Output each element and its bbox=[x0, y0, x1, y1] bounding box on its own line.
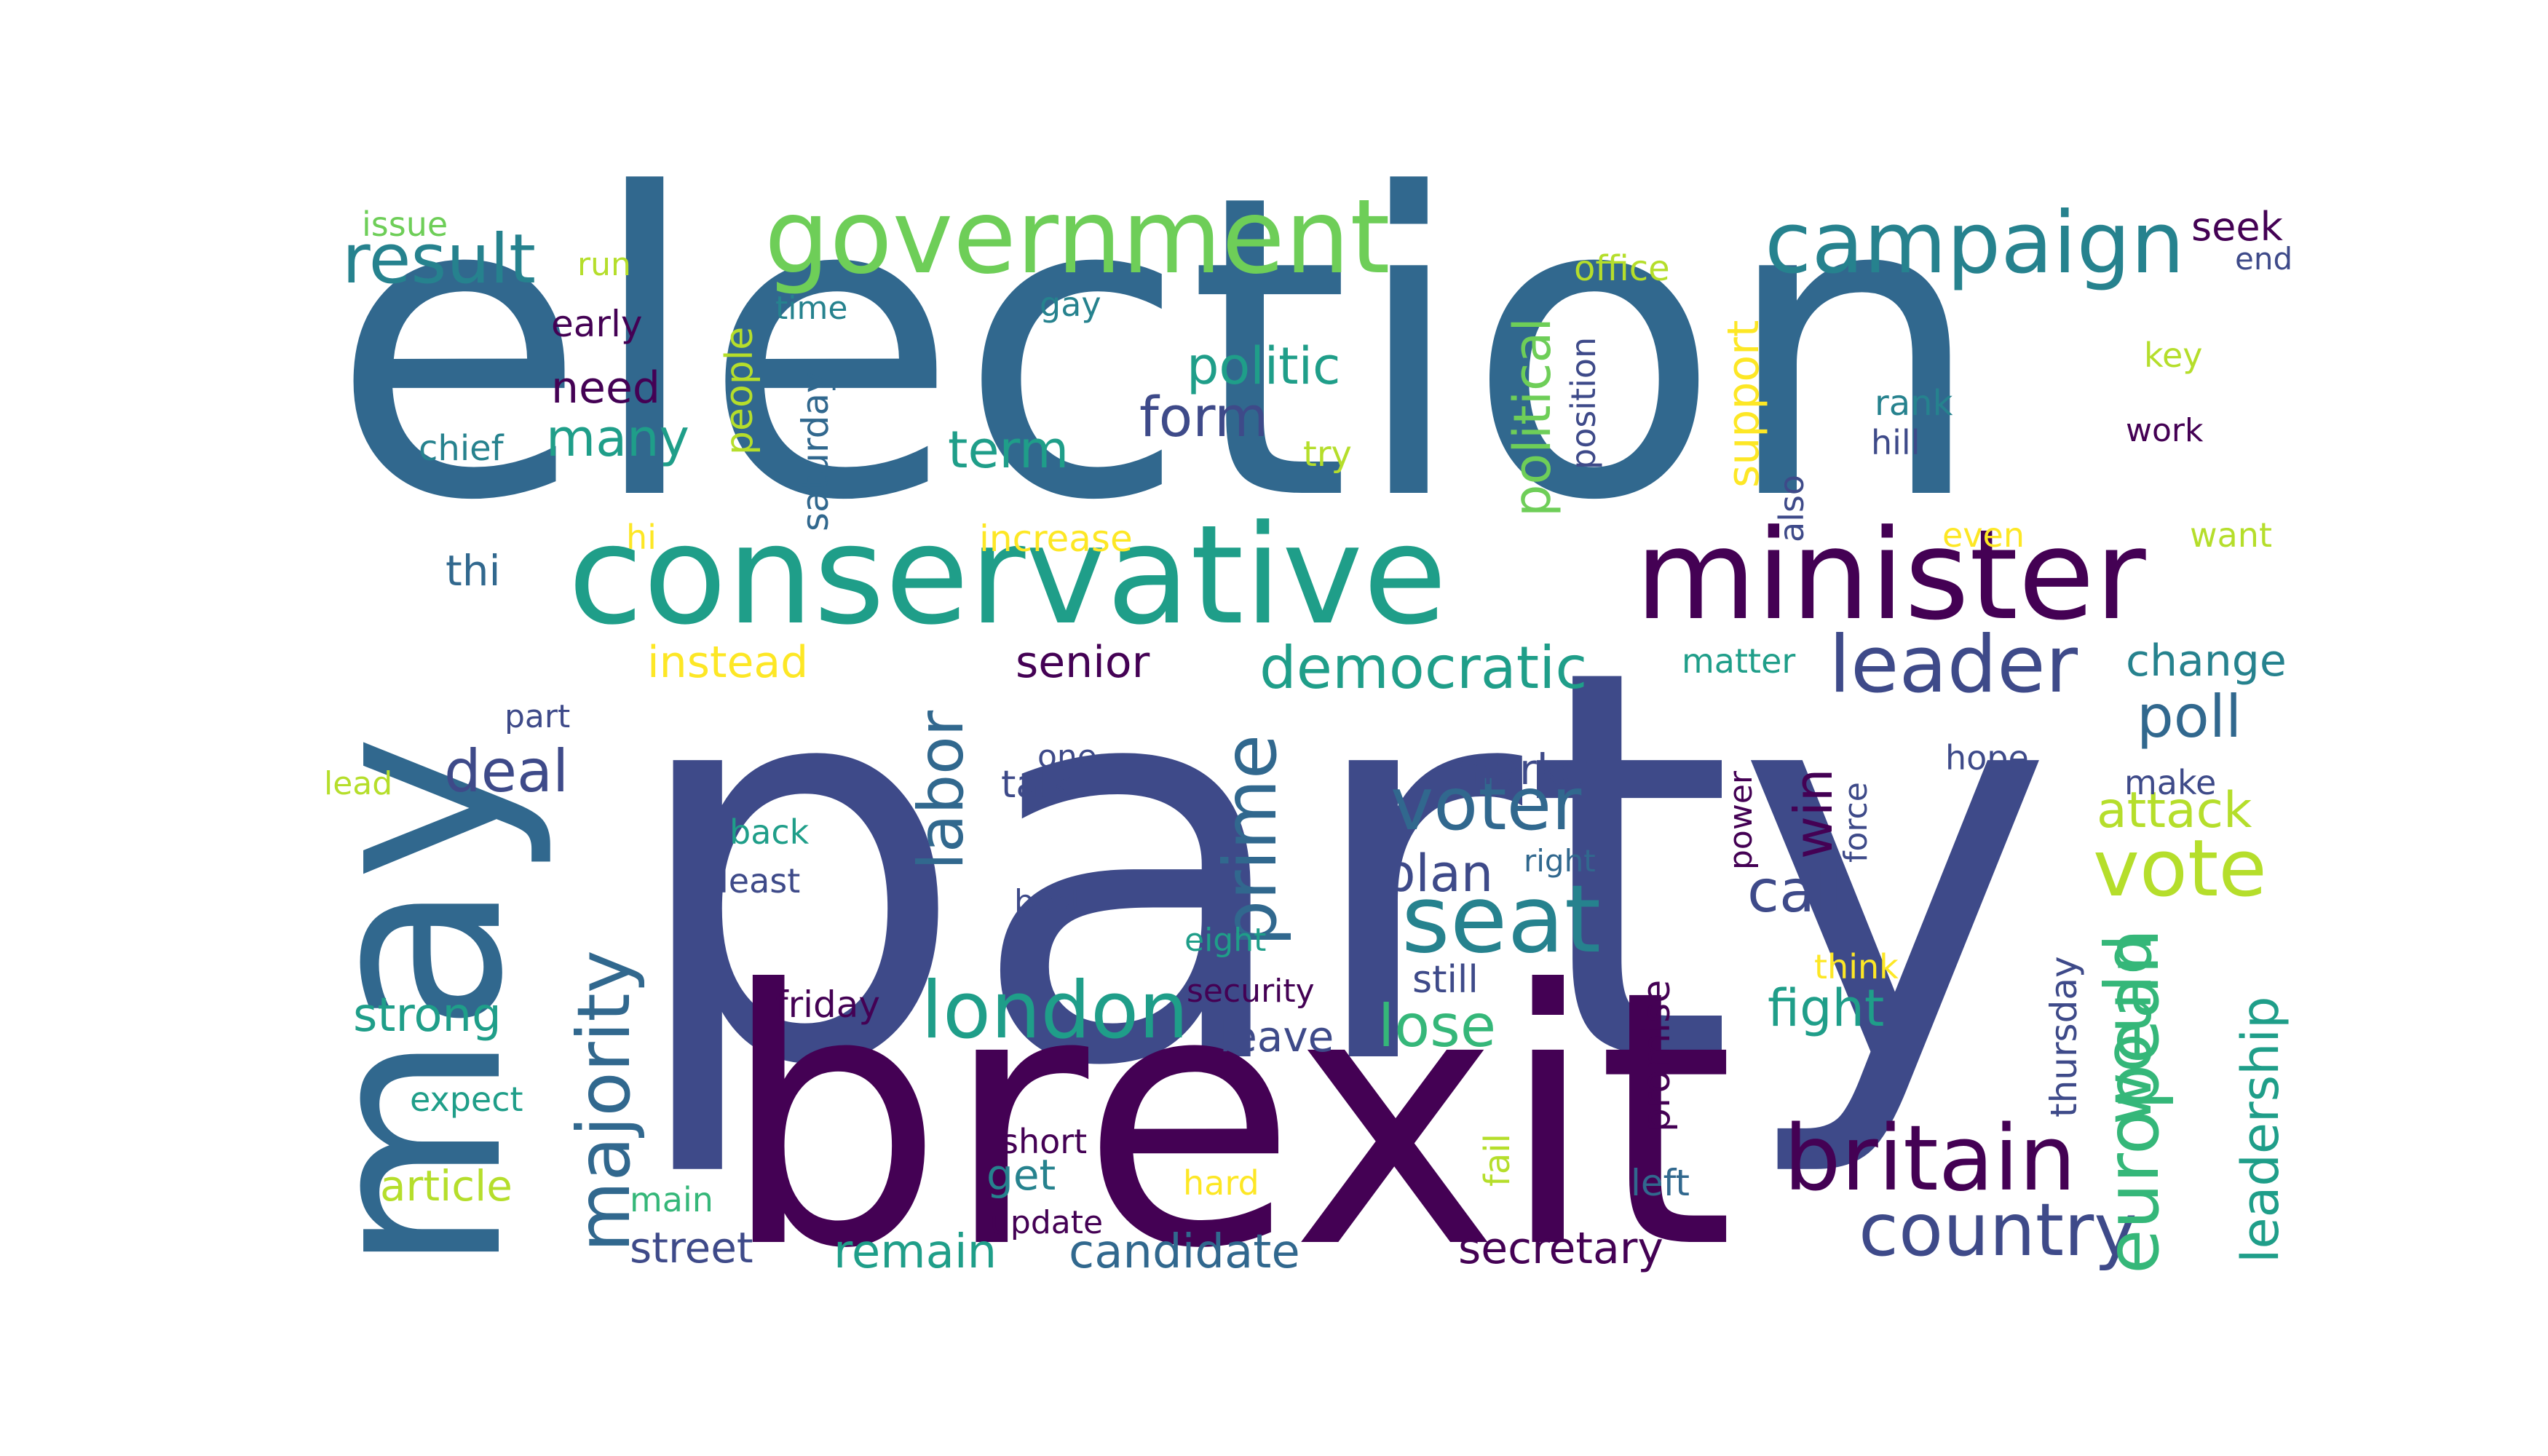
word-senior: senior bbox=[1016, 637, 1150, 688]
word-force: force bbox=[1837, 782, 1875, 863]
word-seat: seat bbox=[1401, 866, 1602, 974]
word-hard: hard bbox=[1183, 1163, 1259, 1203]
word-support: support bbox=[1718, 320, 1769, 488]
word-form: form bbox=[1139, 384, 1269, 449]
word-best: best bbox=[1014, 883, 1084, 920]
word-thursday: thursday bbox=[2043, 956, 2085, 1117]
word-increase: increase bbox=[979, 518, 1133, 560]
word-government: government bbox=[764, 178, 1390, 297]
word-leader: leader bbox=[1829, 620, 2078, 711]
word-many: many bbox=[546, 408, 689, 468]
word-brexit: brexit bbox=[721, 916, 1735, 1325]
word-chief: chief bbox=[419, 428, 504, 469]
word-run: run bbox=[577, 246, 631, 283]
word-party: party bbox=[624, 554, 2056, 1184]
word-short: short bbox=[1001, 1122, 1088, 1161]
word-issue: issue bbox=[362, 205, 448, 244]
word-back: back bbox=[729, 812, 810, 852]
word-britain: britain bbox=[1784, 1107, 2076, 1211]
word-secretary: secretary bbox=[1458, 1223, 1663, 1274]
word-position: position bbox=[1564, 336, 1603, 470]
word-labor: labor bbox=[905, 710, 978, 870]
word-office: office bbox=[1574, 248, 1670, 289]
word-work: work bbox=[2126, 412, 2204, 449]
word-political: political bbox=[1503, 317, 1562, 517]
word-try: try bbox=[1303, 434, 1352, 475]
word-least: least bbox=[719, 861, 801, 901]
word-main: main bbox=[630, 1180, 713, 1219]
word-matter: matter bbox=[1682, 641, 1796, 681]
word-left: left bbox=[1631, 1162, 1690, 1204]
word-update: update bbox=[990, 1204, 1104, 1241]
word-poll: poll bbox=[2137, 683, 2242, 751]
word-voter: voter bbox=[1390, 761, 1582, 847]
word-call: call bbox=[1747, 858, 1848, 925]
word-saturday: saturday bbox=[794, 371, 836, 531]
word-remain: remain bbox=[834, 1225, 997, 1279]
word-street: street bbox=[630, 1223, 753, 1273]
word-hi: hi bbox=[626, 518, 657, 557]
word-would: would bbox=[2091, 934, 2166, 1125]
word-end: end bbox=[2235, 241, 2293, 277]
word-leadership: leadership bbox=[2231, 996, 2290, 1263]
word-promise: promise bbox=[1635, 979, 1679, 1132]
word-country: country bbox=[1859, 1187, 2137, 1273]
word-eight: eight bbox=[1184, 922, 1267, 959]
word-get: get bbox=[986, 1150, 1056, 1200]
word-candidate: candidate bbox=[1069, 1225, 1300, 1279]
word-london: london bbox=[921, 965, 1189, 1056]
word-instead: instead bbox=[647, 637, 809, 688]
word-friday: friday bbox=[775, 984, 881, 1026]
word-minister: minister bbox=[1635, 503, 2146, 648]
word-lead: lead bbox=[324, 765, 393, 802]
word-plan: plan bbox=[1383, 844, 1494, 903]
word-attack: attack bbox=[2097, 782, 2252, 839]
word-campaign: campaign bbox=[1765, 193, 2185, 293]
word-result: result bbox=[342, 220, 536, 299]
word-want: want bbox=[2190, 515, 2273, 555]
word-talk: talk bbox=[1001, 763, 1072, 807]
word-hope: hope bbox=[1945, 738, 2029, 778]
word-deal: deal bbox=[444, 737, 569, 805]
word-leave: leave bbox=[1219, 1012, 1334, 1061]
word-politic: politic bbox=[1187, 336, 1341, 396]
word-also: also bbox=[1772, 474, 1811, 542]
word-seek: seek bbox=[2191, 204, 2283, 250]
word-strong: strong bbox=[353, 989, 502, 1042]
word-fail: fail bbox=[1477, 1133, 1518, 1187]
word-one: one bbox=[1037, 738, 1097, 775]
word-think: think bbox=[1814, 947, 1899, 986]
word-term: term bbox=[948, 420, 1069, 480]
word-hill: hill bbox=[1871, 423, 1920, 462]
word-vote: vote bbox=[2093, 823, 2267, 914]
word-democratic: democratic bbox=[1259, 634, 1588, 702]
word-conservative: conservative bbox=[568, 496, 1447, 655]
word-market: market bbox=[1452, 745, 1602, 794]
word-change: change bbox=[2126, 636, 2287, 687]
word-time: time bbox=[775, 290, 848, 327]
word-gay: gay bbox=[1040, 285, 1101, 324]
word-rank: rank bbox=[1875, 383, 1953, 424]
word-fight: fight bbox=[1768, 978, 1885, 1038]
word-lose: lose bbox=[1378, 992, 1497, 1060]
word-security: security bbox=[1187, 973, 1315, 1010]
word-win: win bbox=[1783, 768, 1844, 859]
word-thi: thi bbox=[446, 546, 501, 596]
word-make: make bbox=[2124, 763, 2217, 802]
word-still: still bbox=[1412, 958, 1479, 1002]
word-election: election bbox=[331, 106, 1985, 591]
word-part: part bbox=[505, 698, 571, 735]
word-need: need bbox=[551, 363, 660, 414]
word-article: article bbox=[380, 1161, 513, 1211]
word-even: even bbox=[1942, 515, 2025, 555]
word-power: power bbox=[1722, 771, 1760, 870]
word-prime: prime bbox=[1208, 734, 1293, 946]
word-early: early bbox=[551, 303, 643, 345]
word-right: right bbox=[1524, 843, 1596, 879]
word-key: key bbox=[2144, 336, 2203, 375]
word-expect: expect bbox=[410, 1080, 523, 1119]
word-people: people bbox=[718, 326, 761, 455]
